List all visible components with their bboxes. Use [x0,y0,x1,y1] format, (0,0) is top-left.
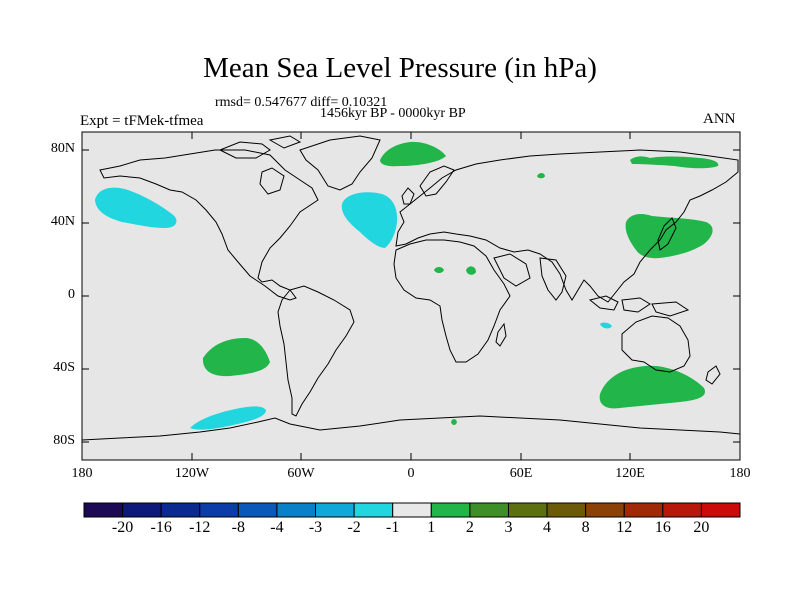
colorbar-label: 20 [693,519,710,536]
anomaly-pos-sahel-west [434,267,444,273]
coast-madagascar [495,322,507,347]
experiment-label: Expt = tFMek-tfmea [80,113,204,129]
coast-new-zealand [705,365,721,385]
colorbar-label: -12 [189,519,211,536]
colorbar-label: 8 [581,519,590,536]
coast-indonesia [588,295,690,317]
coast-africa [393,239,511,363]
colorbar-label: 16 [654,519,671,536]
rmsd-diff-stats: rmsd= 0.547677 diff= 0.10321 [215,95,388,110]
colorbar-box-4 [237,502,278,518]
anomaly-pos-antarctic [451,419,457,425]
anomaly-neg-north-pacific [95,187,177,228]
colorbar-box-6 [315,502,355,518]
coast-hudson-bay [259,167,285,195]
y-label-0: 0 [68,287,75,302]
season-label: ANN [703,111,736,127]
colorbar-box-7 [353,502,394,518]
colorbar-label: -1 [386,519,400,536]
coast-north-america [99,149,319,301]
coast-arabia [493,253,531,287]
colorbar-label: 12 [616,519,633,536]
map-background [82,132,740,460]
colorbar-box-10 [469,502,509,518]
colorbar-box-2 [160,502,201,518]
x-label-180e: 180 [729,466,751,481]
y-label-40n: 40N [50,214,75,229]
colorbar-box-9 [430,502,471,518]
x-label-0: 0 [407,466,415,481]
coast-arctic-islands [218,135,302,159]
anomaly-neg-north-atlantic [341,192,398,248]
anomaly-pos-south-indian [599,365,705,409]
colorbar-label: 3 [504,519,513,536]
colorbar-label: 2 [465,519,474,536]
anomaly-pos-arctic-siberia [630,156,719,169]
anomaly-neg-south-pacific [190,406,266,430]
colorbar-label: -3 [308,519,323,536]
coast-scandinavia [419,165,455,197]
colorbar-label: -20 [111,519,134,536]
coast-australia [621,315,691,373]
colorbar-label: -4 [270,519,284,536]
coast-british-isles [401,187,415,205]
map-title: Mean Sea Level Pressure (in hPa) [203,52,597,84]
colorbar-box-8 [392,502,432,518]
colorbar-box-5 [276,502,317,518]
y-label-80s: 80S [53,433,75,448]
anomaly-pos-north-pacific-japan [625,214,713,259]
time-period: 1456kyr BP - 0000kyr BP [320,106,466,121]
colorbar-box-12 [546,502,587,518]
x-label-180w: 180 [71,466,93,481]
anomaly-pos-greenland [380,141,446,167]
coast-japan [657,217,677,251]
colorbar-box-1 [122,502,162,518]
colorbar-box-14 [623,502,664,518]
anomaly-neg-indian-ocean [600,322,612,329]
anomaly-pos-south-pacific [202,338,270,377]
colorbar-box-15 [662,502,702,518]
coast-greenland [299,135,381,191]
x-label-60w: 60W [287,466,315,481]
coast-antarctica [82,415,740,441]
colorbar-box-16 [700,502,741,518]
x-label-120e: 120E [615,466,645,481]
colorbar [83,502,741,518]
coastlines [82,135,740,441]
colorbar-label: 4 [543,519,552,536]
colorbar-label: -16 [150,519,172,536]
colorbar-box-3 [199,502,239,518]
coast-south-america [277,285,355,417]
x-label-60e: 60E [509,466,533,481]
colorbar-label: 1 [427,519,436,536]
colorbar-box-13 [585,502,625,518]
axis-ticks [81,132,741,460]
y-label-80n: 80N [50,141,75,156]
coast-india [539,257,567,301]
colorbar-box-11 [507,502,548,518]
anomaly-pos-small-arctic [537,173,545,179]
x-label-120w: 120W [174,466,210,481]
colorbar-box-0 [83,502,124,518]
coast-eurasia [395,149,739,303]
colorbar-label: -2 [347,519,361,536]
y-label-40s: 40S [53,360,75,375]
anomaly-pos-sahel-east [466,266,476,275]
colorbar-label: -8 [231,519,245,536]
